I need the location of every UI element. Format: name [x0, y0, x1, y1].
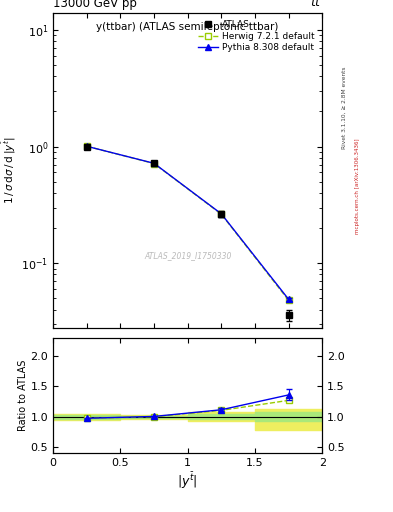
Text: mcplots.cern.ch [arXiv:1306.3436]: mcplots.cern.ch [arXiv:1306.3436] — [355, 138, 360, 234]
Text: 13000 GeV pp: 13000 GeV pp — [53, 0, 137, 10]
X-axis label: $|y^{\bar{t}}|$: $|y^{\bar{t}}|$ — [177, 471, 198, 491]
Text: y(ttbar) (ATLAS semileptonic ttbar): y(ttbar) (ATLAS semileptonic ttbar) — [96, 22, 279, 32]
Text: ATLAS_2019_I1750330: ATLAS_2019_I1750330 — [144, 251, 231, 260]
Legend: ATLAS, Herwig 7.2.1 default, Pythia 8.308 default: ATLAS, Herwig 7.2.1 default, Pythia 8.30… — [195, 17, 318, 55]
Y-axis label: $1\,/\,\sigma\,\mathrm{d}\sigma\,/\,\mathrm{d}\,|y^{\bar{t}}|$: $1\,/\,\sigma\,\mathrm{d}\sigma\,/\,\mat… — [1, 137, 18, 204]
Text: Rivet 3.1.10, ≥ 2.8M events: Rivet 3.1.10, ≥ 2.8M events — [342, 66, 346, 148]
Y-axis label: Ratio to ATLAS: Ratio to ATLAS — [18, 360, 28, 431]
Text: $t\bar{t}$: $t\bar{t}$ — [310, 0, 322, 10]
